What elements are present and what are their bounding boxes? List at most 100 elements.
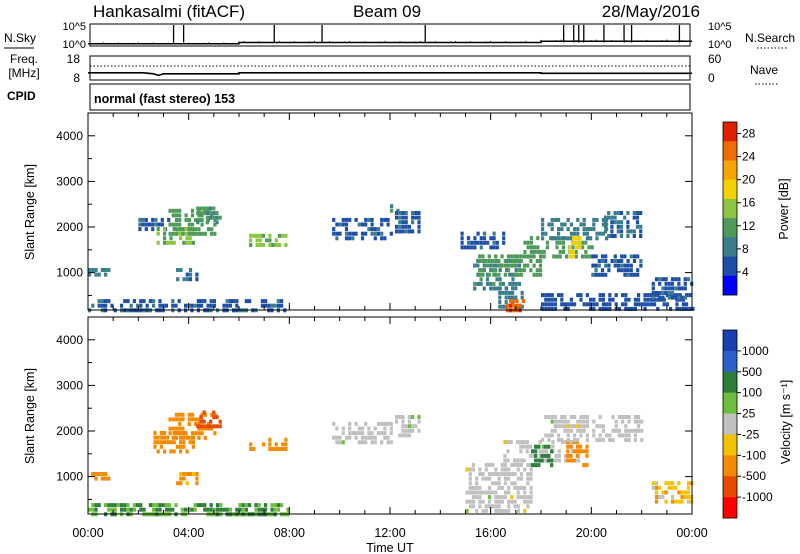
heatmap-cell [473,245,477,250]
heatmap-cell [265,238,269,243]
heatmap-cell [614,424,618,429]
heatmap-cell [605,217,609,222]
heatmap-cell [633,297,637,302]
heatmap-cell [194,417,198,422]
heatmap-cell [144,222,148,227]
heatmap-cell [683,495,687,499]
heatmap-cell [624,428,628,433]
heatmap-cell [553,236,557,241]
heatmap-cell [591,254,595,259]
heatmap-cell [360,431,365,436]
heatmap-cell [497,508,501,513]
heatmap-cell [163,435,167,440]
heatmap-cell [206,218,211,222]
heatmap-cell [667,481,671,486]
heatmap-cell [344,217,349,222]
heatmap-cell [503,481,508,486]
heatmap-cell [598,433,602,438]
heatmap-cell [354,421,358,426]
heatmap-cell [516,495,520,500]
heatmap-cell [471,462,476,467]
heatmap-cell [553,428,557,433]
heatmap-cell [407,428,411,433]
heatmap-cell [200,426,204,431]
heatmap-cell [195,476,199,481]
heatmap-cell [179,481,183,486]
heatmap-cell [398,433,402,438]
heatmap-cell [166,240,170,245]
heatmap-cell [511,295,515,300]
heatmap-cell [513,254,517,259]
heatmap-cell [683,277,687,282]
heatmap-cell [209,507,213,512]
heatmap-cell [235,299,239,304]
heatmap-cell [626,229,630,234]
heatmap-cell [500,508,504,513]
heatmap-cell [636,272,640,277]
heatmap-cell [560,419,564,424]
heatmap-cell [581,245,585,250]
heatmap-cell [196,299,200,304]
heatmap-cell [585,231,589,236]
heatmap-cell [621,433,625,438]
heatmap-cell [161,303,165,308]
heatmap-cell [188,236,192,241]
heatmap-cell [460,236,464,241]
heatmap-cell [475,481,479,486]
heatmap-cell [592,302,596,307]
heatmap-cell [202,424,206,429]
heatmap-cell [632,272,637,277]
heatmap-cell [500,499,504,504]
heatmap-cell [569,444,573,449]
heatmap-cell [373,236,377,241]
heatmap-cell [202,211,206,216]
heatmap-cell [232,299,236,304]
heatmap-cell [557,433,561,438]
heatmap-cell [97,299,101,304]
heatmap-cell [386,435,390,440]
heatmap-cell [651,481,655,486]
heatmap-cell [205,211,209,216]
heatmap-cell [629,254,633,259]
heatmap-cell [360,222,365,227]
heatmap-cell [206,426,211,431]
heatmap-cell [380,421,384,426]
heatmap-cell [560,297,564,302]
heatmap-cell [286,507,290,512]
heatmap-cell [485,263,490,268]
heatmap-cell [199,206,203,211]
heatmap-cell [542,249,546,254]
heatmap-cell [171,426,175,431]
heatmap-cell [680,295,684,300]
heatmap-cell [595,231,599,236]
heatmap-cell [519,254,523,259]
heatmap-cell [503,440,507,445]
heatmap-cell [206,227,211,232]
power-colorbar-tick-label: 20 [742,173,756,187]
heatmap-cell [571,249,576,254]
heatmap-cell [614,302,618,307]
heatmap-cell [670,291,675,295]
heatmap-cell [367,426,371,431]
heatmap-cell [540,458,544,463]
heatmap-cell [497,259,501,263]
heatmap-cell [545,240,549,245]
heatmap-cell [627,419,631,424]
heatmap-cell [541,217,545,222]
heatmap-cell [107,268,111,272]
heatmap-cell [495,277,499,282]
heatmap-cell [264,507,268,512]
heatmap-cell [569,428,573,433]
heatmap-cell [560,440,565,445]
heatmap-cell [611,438,615,442]
heatmap-cell [205,220,209,225]
heatmap-cell [526,495,530,500]
heatmap-cell [554,453,558,458]
heatmap-cell [510,499,514,504]
heatmap-cell [604,259,608,263]
heatmap-cell [185,277,189,282]
power-colorbar-swatch [723,198,737,219]
heatmap-cell [380,231,384,236]
heatmap-cell [171,213,175,218]
heatmap-cell [257,507,261,512]
